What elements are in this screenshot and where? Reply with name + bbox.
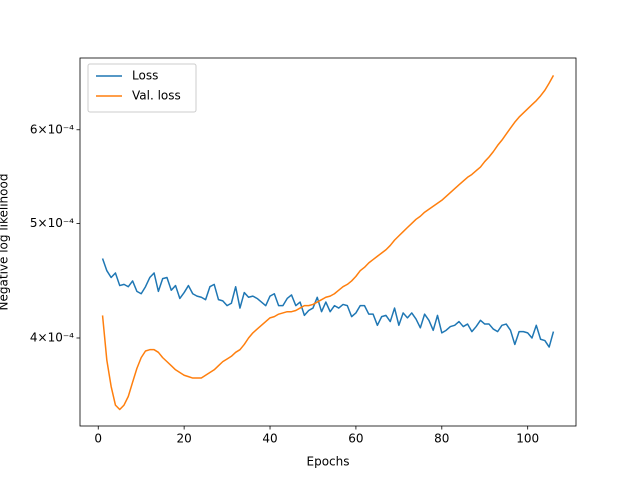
line [101,258,555,348]
x-axis-label: Epochs [307,455,350,469]
legend-label: Val. loss [132,89,181,103]
y-tick-label: 4×10⁻⁴ [30,330,74,344]
x-tick-label: 20 [176,432,191,446]
x-tick-label: 60 [348,432,363,446]
line [101,75,555,411]
y-axis-label: Negative log likelihood [0,174,11,311]
y-tick-label: 5×10⁻⁴ [30,216,74,230]
legend-label: Loss [132,69,158,83]
x-tick-label: 80 [434,432,449,446]
x-tick-label: 40 [262,432,277,446]
plot-frame [79,57,577,427]
x-tick-label: 0 [94,432,102,446]
y-tick-label: 6×10⁻⁴ [30,122,74,136]
x-tick-label: 100 [516,432,539,446]
